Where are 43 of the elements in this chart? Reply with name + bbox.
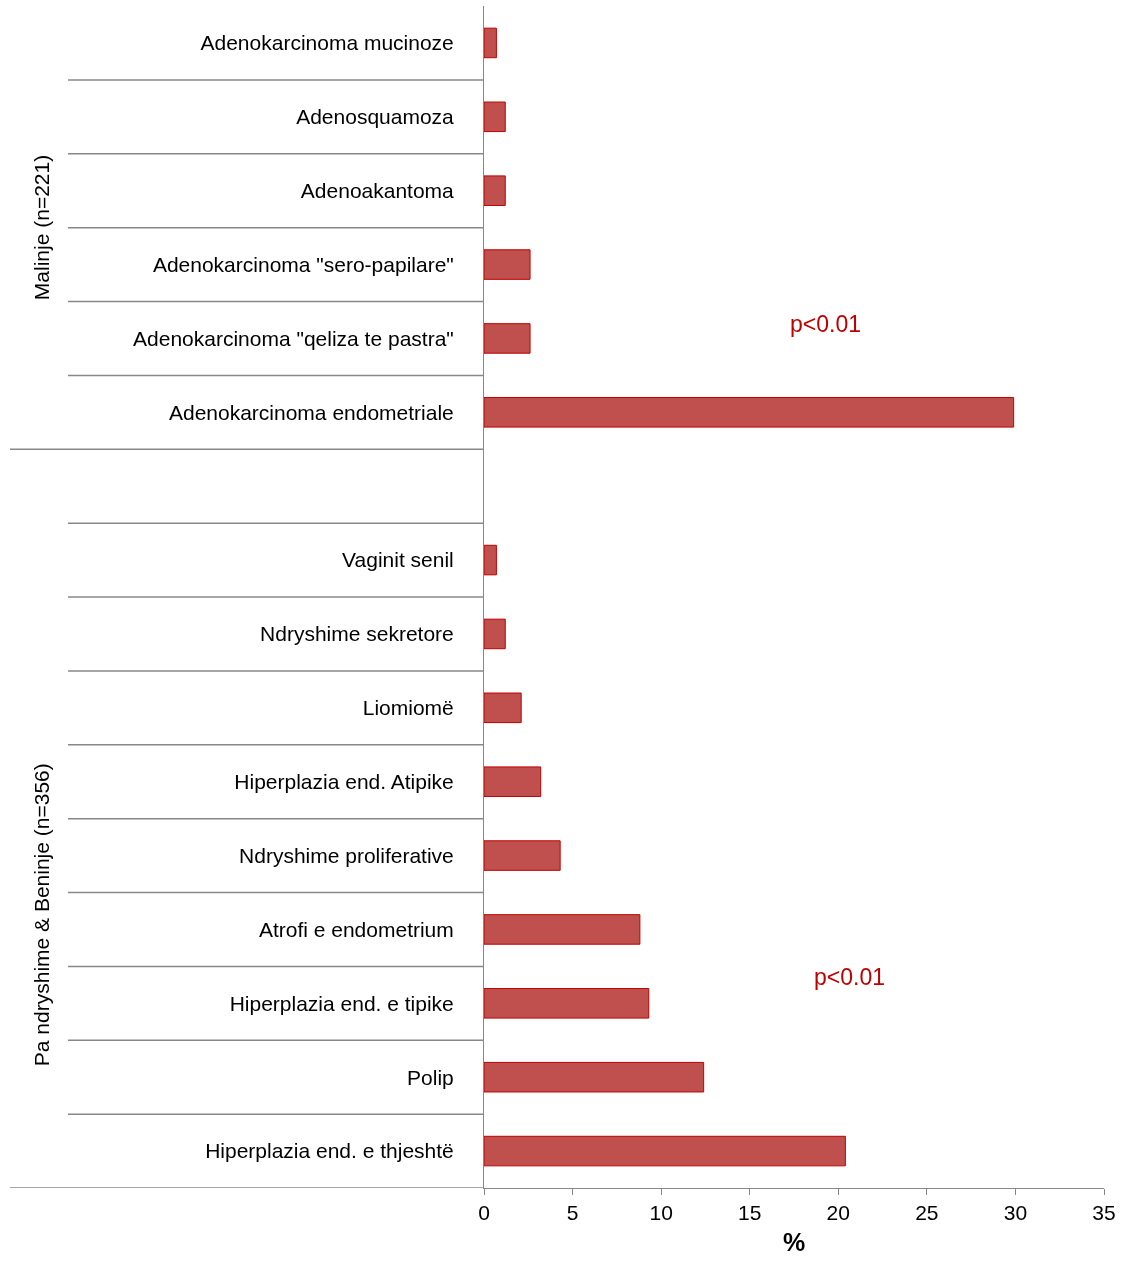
y-tick-label: Adenoakantoma — [300, 179, 455, 203]
y-tick-label: Hiperplazia end. e tipike — [229, 991, 454, 1015]
text: Malinje (n=221) — [29, 154, 53, 301]
bar — [484, 914, 641, 945]
y-tick-label: Hiperplazia end. Atipike — [234, 770, 454, 794]
x-tick-label: 5 — [566, 1201, 579, 1225]
y-tick-label: Atrofi e endometrium — [258, 917, 454, 941]
bar — [484, 618, 506, 650]
x-tick-label: 10 — [649, 1201, 673, 1225]
bar — [484, 766, 542, 797]
x-tick-label: 20 — [826, 1201, 850, 1225]
bar — [484, 175, 506, 206]
bar — [484, 249, 531, 280]
y-tick-label: Adenosquamoza — [296, 105, 455, 129]
bar — [484, 544, 497, 576]
y-tick-label: Adenokarcinoma mucinoze — [200, 31, 454, 55]
y-tick-label: Adenokarcinoma "qeliza te pastra" — [133, 326, 454, 350]
y-tick-label: Vaginit senil — [342, 548, 454, 572]
x-axis-title: % — [782, 1228, 806, 1257]
x-tick-label: 15 — [738, 1201, 762, 1225]
bar — [484, 397, 1015, 428]
annotation: p<0.01 — [790, 311, 861, 337]
annotation: p<0.01 — [814, 964, 885, 990]
x-tick-label: 0 — [478, 1201, 490, 1225]
x-tick-label: 25 — [915, 1201, 939, 1225]
y-tick-label: Liomiomë — [362, 696, 454, 720]
y-tick-label: Adenokarcinoma endometriale — [168, 400, 454, 424]
y-tick-label: Polip — [407, 1065, 454, 1089]
bar — [484, 988, 650, 1019]
bar — [484, 323, 531, 354]
x-tick-label: 35 — [1092, 1201, 1116, 1225]
y-tick-label: Adenokarcinoma "sero-papilare" — [152, 252, 454, 276]
bar — [484, 692, 522, 724]
bar — [484, 1135, 846, 1167]
text: Pa ndryshime & Beninje (n=356) — [29, 763, 53, 1067]
y-tick-label: Ndryshime proliferative — [239, 843, 454, 867]
bar — [484, 840, 561, 871]
bar — [484, 27, 497, 59]
bar — [484, 101, 506, 133]
y-tick-label: Hiperplazia end. e thjeshtë — [205, 1139, 454, 1163]
y-tick-label: Ndryshime sekretore — [260, 622, 454, 646]
x-tick-label: 30 — [1003, 1201, 1028, 1225]
bar — [484, 1061, 705, 1093]
